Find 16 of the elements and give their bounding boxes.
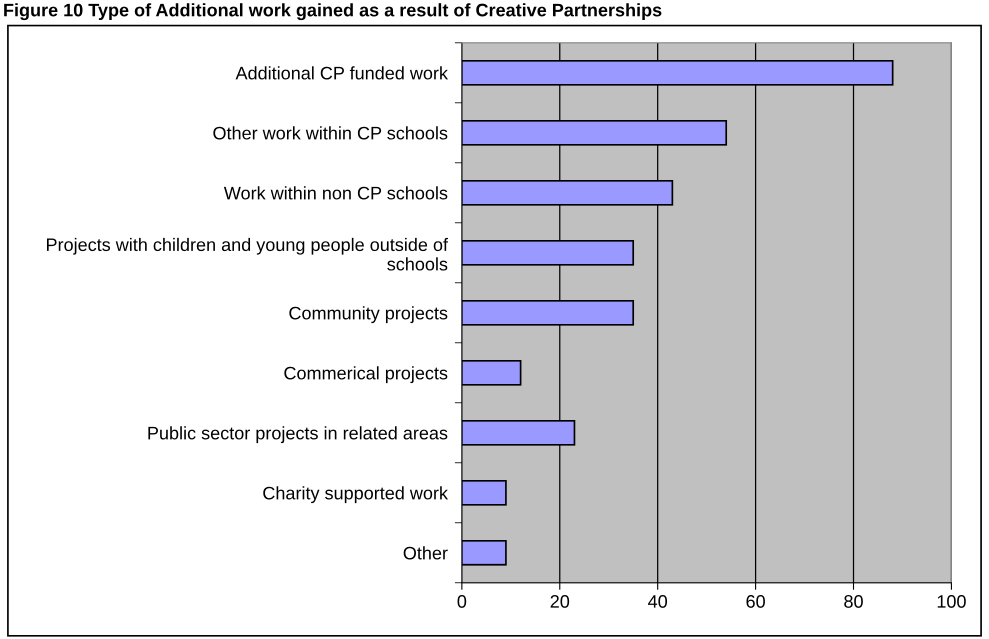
chart-title: Figure 10 Type of Additional work gained as a result of Creative Partnerships [4,3,662,20]
y-tick-label: Projects with children and young people outside of schools [46,238,448,271]
y-tick-label: Public sector projects in related areas [148,426,448,444]
y-tick-label: Community projects [289,306,448,324]
x-tick-label: 20 [550,595,570,608]
x-tick-label: 40 [648,595,668,608]
y-tick-label: Other work within CP schools [213,126,448,140]
x-tick-label: 0 [458,595,466,608]
y-tick-label: Charity supported work [263,486,448,504]
y-tick-label: Additional CP funded work [236,66,448,80]
x-tick-label: 80 [844,595,863,608]
x-tick-label: 60 [746,595,765,608]
y-tick-label: Other [404,546,448,560]
y-tick-label: Commerical projects [284,366,448,384]
y-tick-label: Work within non CP schools [224,186,448,200]
x-tick-label: 100 [938,595,966,608]
